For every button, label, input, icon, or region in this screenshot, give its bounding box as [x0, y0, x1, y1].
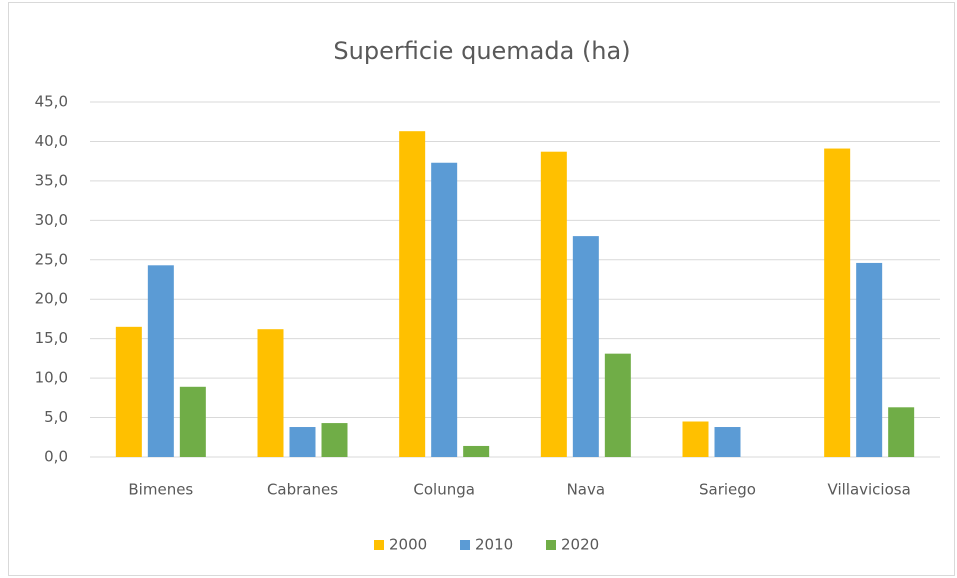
legend-swatch: [374, 540, 384, 550]
y-tick-label: 30,0: [35, 211, 68, 229]
bar: [824, 148, 851, 458]
y-tick-label: 5,0: [44, 408, 68, 426]
x-tick-label: Colunga: [413, 481, 475, 499]
bar: [888, 407, 915, 457]
bar: [147, 265, 174, 457]
bar: [463, 445, 490, 457]
bar: [856, 262, 883, 457]
x-tick-label: Bimenes: [128, 481, 193, 499]
legend-swatch: [460, 540, 470, 550]
bar: [682, 421, 709, 457]
legend-label: 2010: [475, 536, 513, 554]
legend-label: 2000: [389, 536, 427, 554]
x-tick-label: Villaviciosa: [828, 481, 911, 499]
x-tick-label: Cabranes: [267, 481, 338, 499]
bar: [115, 326, 142, 457]
bar: [321, 423, 348, 457]
y-tick-label: 20,0: [35, 290, 68, 308]
y-tick-label: 25,0: [35, 250, 68, 268]
bar: [289, 427, 316, 457]
bar: [604, 353, 631, 457]
legend-label: 2020: [561, 536, 599, 554]
y-tick-label: 35,0: [35, 171, 68, 189]
x-tick-label: Nava: [567, 481, 605, 499]
y-tick-label: 45,0: [35, 93, 68, 111]
y-tick-label: 10,0: [35, 369, 68, 387]
bar: [399, 131, 426, 457]
y-tick-label: 40,0: [35, 132, 68, 150]
bar: [714, 427, 741, 457]
x-tick-label: Sariego: [699, 481, 756, 499]
bar: [257, 329, 284, 457]
bar: [431, 162, 458, 457]
y-tick-label: 0,0: [44, 448, 68, 466]
legend-swatch: [546, 540, 556, 550]
bar: [572, 236, 599, 457]
y-tick-label: 15,0: [35, 329, 68, 347]
bar: [540, 151, 567, 457]
chart-title: Superficie quemada (ha): [333, 37, 630, 65]
bar: [179, 386, 206, 457]
